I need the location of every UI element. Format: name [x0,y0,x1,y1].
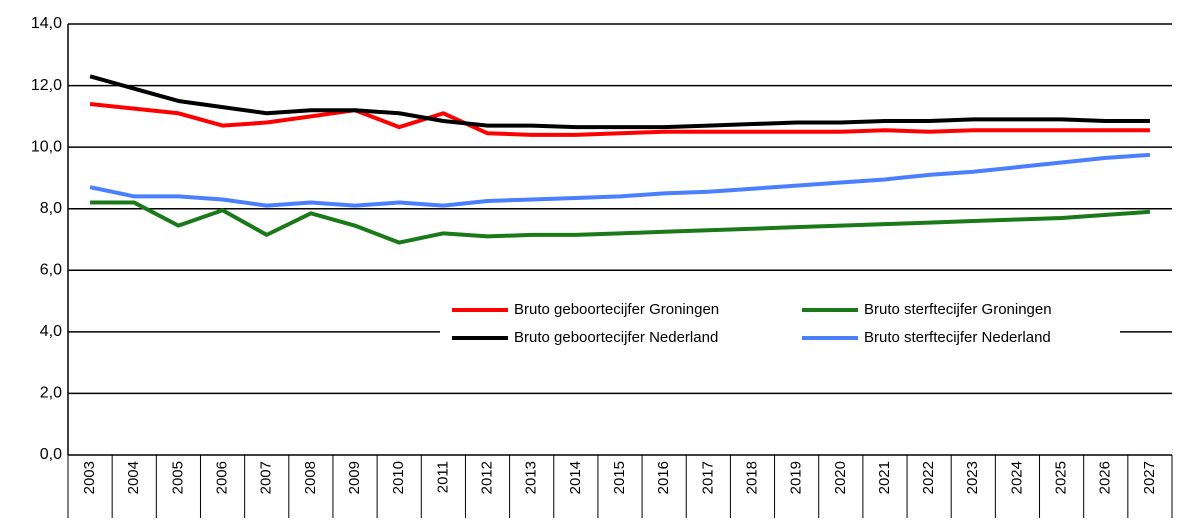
x-tick-label: 2013 [523,461,540,494]
y-tick-label: 12,0 [31,77,62,94]
x-tick-label: 2027 [1141,461,1158,494]
x-tick-label: 2020 [832,461,849,494]
y-tick-label: 4,0 [40,323,62,340]
x-tick-label: 2007 [258,461,275,494]
x-tick-label: 2009 [346,461,363,494]
x-tick-label: 2024 [1008,461,1025,494]
x-tick-label: 2023 [964,461,981,494]
x-tick-label: 2012 [478,461,495,494]
y-tick-label: 6,0 [40,262,62,279]
legend-box [440,290,1120,356]
y-tick-label: 2,0 [40,385,62,402]
x-tick-label: 2025 [1053,461,1070,494]
y-tick-label: 0,0 [40,446,62,463]
x-tick-label: 2018 [743,461,760,494]
legend-label: Bruto geboortecijfer Groningen [514,301,719,318]
x-tick-label: 2005 [169,461,186,494]
legend-label: Bruto sterftecijfer Nederland [864,329,1051,346]
x-tick-label: 2011 [434,461,451,493]
legend-label: Bruto geboortecijfer Nederland [514,329,718,346]
series-line [90,200,1151,245]
x-tick-label: 2017 [699,461,716,494]
x-tick-label: 2014 [567,461,584,494]
x-tick-label: 2021 [876,461,893,494]
x-tick-label: 2022 [920,461,937,494]
series-line [89,152,1151,208]
x-tick-label: 2008 [302,461,319,494]
y-tick-label: 14,0 [31,15,62,32]
x-tick-label: 2015 [611,461,628,494]
x-tick-label: 2010 [390,461,407,494]
x-tick-label: 2004 [125,461,142,494]
x-tick-label: 2026 [1097,461,1114,494]
legend-label: Bruto sterftecijfer Groningen [864,301,1052,318]
x-tick-label: 2003 [81,461,98,494]
x-tick-label: 2016 [655,461,672,494]
series-line [89,74,1150,130]
series-line [89,102,1150,137]
x-tick-label: 2019 [788,461,805,494]
y-tick-label: 10,0 [31,138,62,155]
x-tick-label: 2006 [214,461,231,494]
y-tick-label: 8,0 [40,200,62,217]
